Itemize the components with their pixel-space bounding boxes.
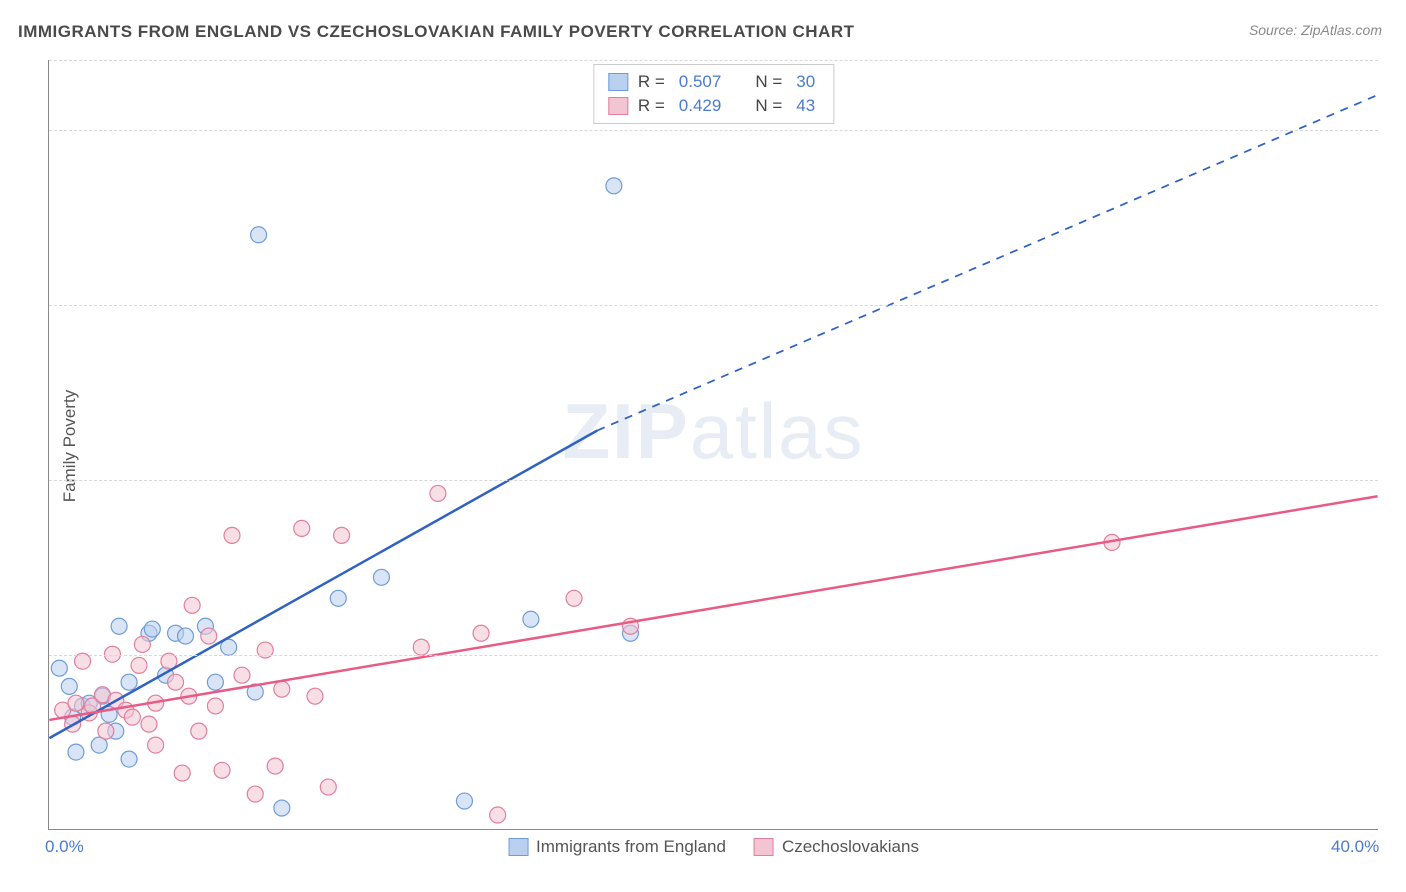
- data-point: [131, 657, 147, 673]
- legend-label: Immigrants from England: [536, 837, 726, 857]
- data-point: [251, 227, 267, 243]
- data-point: [184, 597, 200, 613]
- data-point: [191, 723, 207, 739]
- scatter-svg: [49, 60, 1378, 829]
- data-point: [413, 639, 429, 655]
- data-point: [330, 590, 346, 606]
- data-point: [430, 485, 446, 501]
- data-point: [121, 674, 137, 690]
- legend-item: Czechoslovakians: [754, 837, 919, 857]
- legend-label: Czechoslovakians: [782, 837, 919, 857]
- data-point: [274, 681, 290, 697]
- y-tick-label: 50.0%: [1388, 120, 1406, 140]
- data-point: [566, 590, 582, 606]
- data-point: [174, 765, 190, 781]
- legend-n-label: N =: [755, 96, 782, 116]
- data-point: [111, 618, 127, 634]
- legend-swatch: [754, 838, 774, 856]
- data-point: [98, 723, 114, 739]
- legend-r-label: R =: [638, 72, 665, 92]
- data-point: [214, 762, 230, 778]
- data-point: [274, 800, 290, 816]
- legend-n-value: 30: [796, 72, 815, 92]
- data-point: [134, 636, 150, 652]
- legend-swatch: [508, 838, 528, 856]
- data-point: [201, 628, 217, 644]
- data-point: [373, 569, 389, 585]
- data-point: [334, 527, 350, 543]
- data-point: [68, 744, 84, 760]
- legend-swatch: [608, 73, 628, 91]
- legend-swatch: [608, 97, 628, 115]
- data-point: [473, 625, 489, 641]
- data-point: [606, 178, 622, 194]
- trend-line: [49, 496, 1377, 720]
- data-point: [51, 660, 67, 676]
- trend-line: [49, 431, 597, 739]
- grid-line: [49, 305, 1378, 306]
- data-point: [247, 786, 263, 802]
- x-tick-label: 40.0%: [1331, 837, 1379, 857]
- legend-row: R = 0.429 N = 43: [608, 94, 819, 118]
- data-point: [267, 758, 283, 774]
- legend-n-value: 43: [796, 96, 815, 116]
- grid-line: [49, 60, 1378, 61]
- data-point: [148, 737, 164, 753]
- grid-line: [49, 130, 1378, 131]
- grid-line: [49, 655, 1378, 656]
- data-point: [68, 695, 84, 711]
- data-point: [168, 674, 184, 690]
- source-attribution: Source: ZipAtlas.com: [1249, 22, 1382, 38]
- data-point: [207, 698, 223, 714]
- data-point: [144, 621, 160, 637]
- x-tick-label: 0.0%: [45, 837, 84, 857]
- legend-item: Immigrants from England: [508, 837, 726, 857]
- data-point: [294, 520, 310, 536]
- y-tick-label: 37.5%: [1388, 295, 1406, 315]
- data-point: [523, 611, 539, 627]
- legend-r-value: 0.429: [679, 96, 722, 116]
- y-tick-label: 25.0%: [1388, 470, 1406, 490]
- data-point: [320, 779, 336, 795]
- data-point: [141, 716, 157, 732]
- data-point: [207, 674, 223, 690]
- legend-n-label: N =: [755, 72, 782, 92]
- data-point: [121, 751, 137, 767]
- legend-r-label: R =: [638, 96, 665, 116]
- series-legend: Immigrants from England Czechoslovakians: [508, 837, 919, 857]
- grid-line: [49, 480, 1378, 481]
- data-point: [307, 688, 323, 704]
- legend-r-value: 0.507: [679, 72, 722, 92]
- data-point: [178, 628, 194, 644]
- data-point: [224, 527, 240, 543]
- legend-row: R = 0.507 N = 30: [608, 70, 819, 94]
- chart-plot-area: ZIPatlas R =0.507N =30R =0.429N =43 Immi…: [48, 60, 1378, 830]
- correlation-legend: R = 0.507 N = 30 R = 0.429 N = 43: [593, 64, 834, 124]
- y-tick-label: 12.5%: [1388, 645, 1406, 665]
- data-point: [124, 709, 140, 725]
- data-point: [234, 667, 250, 683]
- trend-line: [597, 95, 1377, 431]
- chart-title: IMMIGRANTS FROM ENGLAND VS CZECHOSLOVAKI…: [18, 22, 855, 42]
- data-point: [456, 793, 472, 809]
- data-point: [61, 678, 77, 694]
- data-point: [490, 807, 506, 823]
